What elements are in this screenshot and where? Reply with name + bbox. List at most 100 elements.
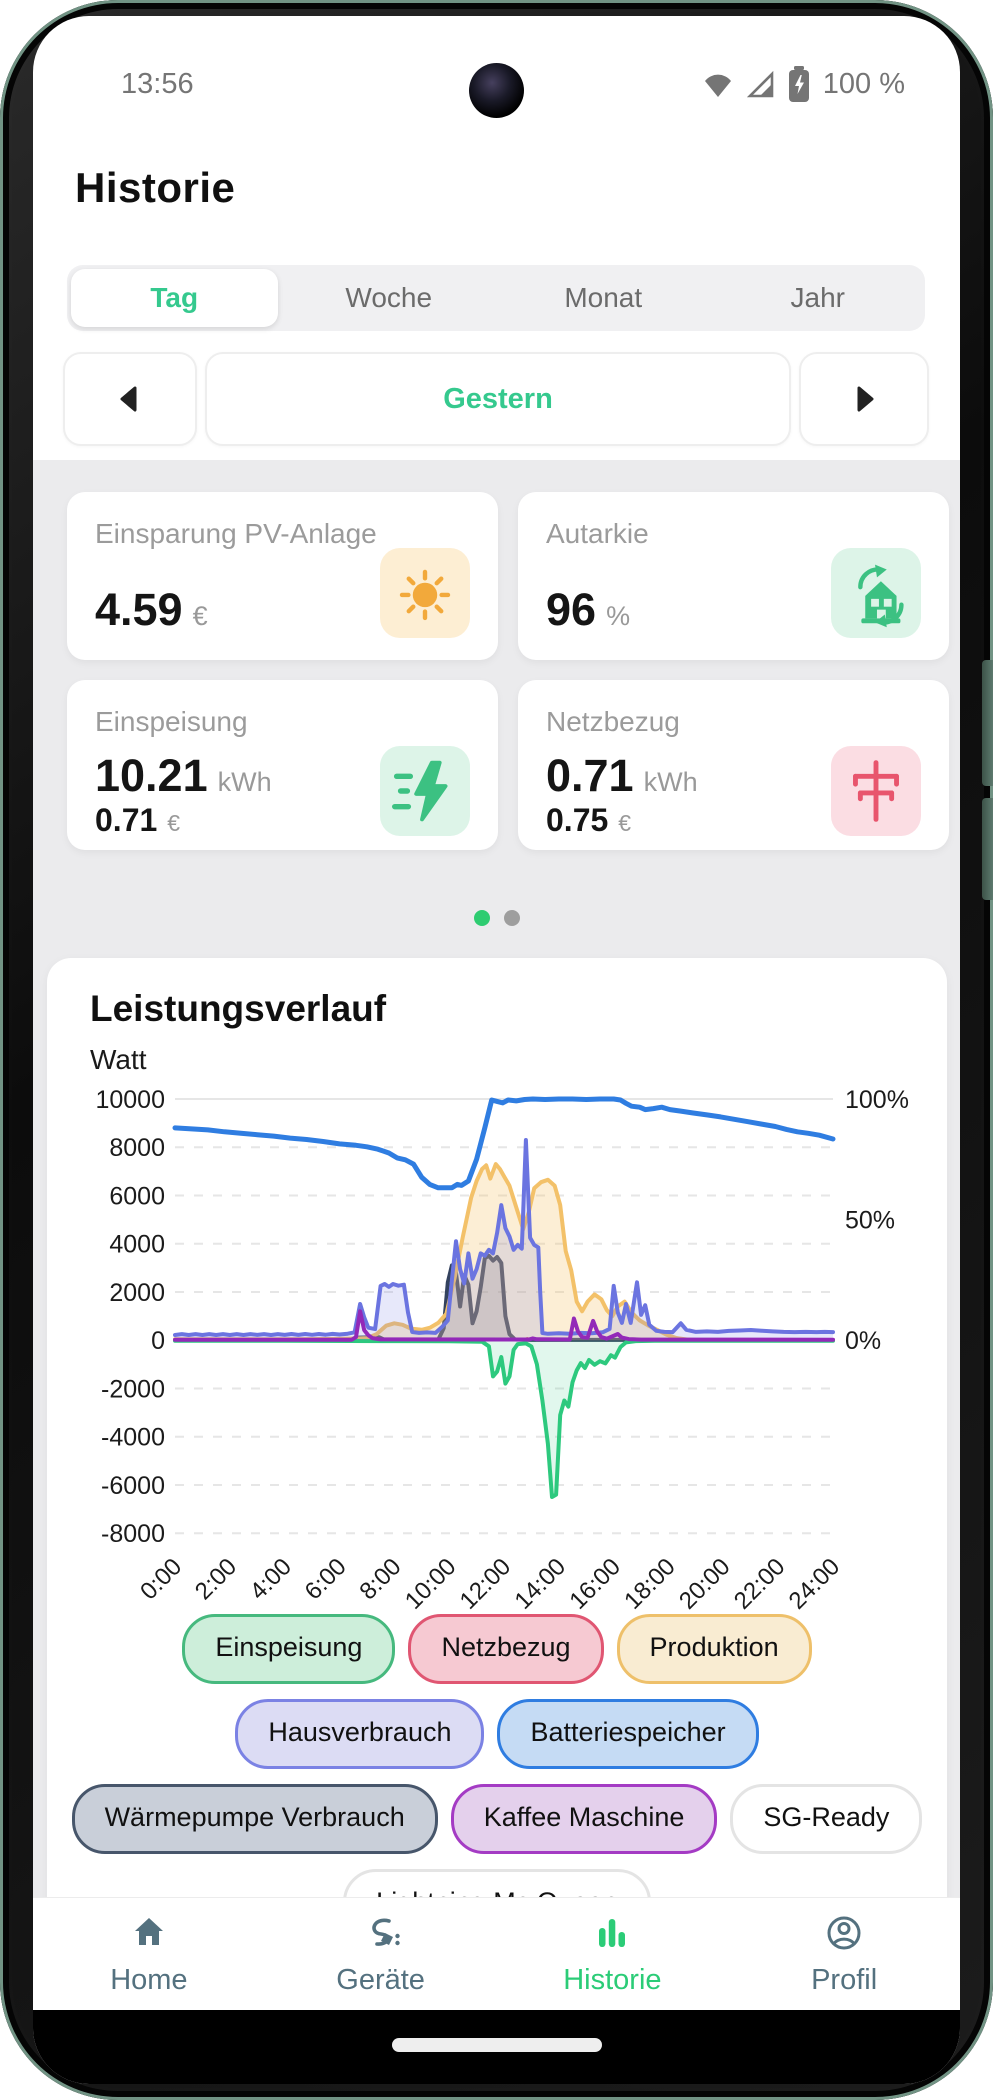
svg-text:0:00: 0:00 [135,1553,187,1605]
svg-text:2:00: 2:00 [190,1553,242,1605]
legend-chip-kaffee-maschine[interactable]: Kaffee Maschine [450,1784,718,1854]
stat-card-label: Netzbezug [546,706,680,737]
chart-title: Leistungsverlauf [90,988,387,1029]
power-button [982,798,993,900]
phone-screen: 13:56 100 % Historie Tag Woche Monat Jahr G… [33,16,960,2084]
svg-text:100%: 100% [845,1086,909,1114]
stat-card-value: 0.71 [546,750,634,801]
legend-chip-sg-ready[interactable]: SG-Ready [730,1784,923,1854]
front-camera [469,63,524,118]
svg-text:16:00: 16:00 [564,1553,626,1614]
svg-text:20:00: 20:00 [674,1553,736,1614]
stat-card-autarkie[interactable]: Autarkie 96% [518,492,949,660]
bar-chart-icon [592,1913,632,1958]
stat-card-value-row: 96% [546,584,630,636]
svg-text:8000: 8000 [109,1134,165,1162]
nav-item-historie[interactable]: Historie [497,1898,729,2011]
arrow-right-icon [857,386,874,412]
svg-text:4:00: 4:00 [245,1553,297,1605]
stat-card-value2: 0.75 [546,802,609,838]
stat-card-unit: kWh [643,767,698,797]
svg-text:-8000: -8000 [101,1520,165,1548]
svg-text:12:00: 12:00 [455,1553,517,1614]
cellular-icon [746,70,774,98]
svg-text:10:00: 10:00 [400,1553,462,1614]
chart-unit-label: Watt [90,1044,147,1075]
stat-card-value: 4.59 [95,584,183,635]
svg-text:4000: 4000 [109,1231,165,1259]
pager-dots [33,910,960,926]
gesture-bar [33,2010,960,2084]
home-indicator[interactable] [391,2038,602,2052]
svg-text:-6000: -6000 [101,1472,165,1500]
pager-dot-0[interactable] [473,910,490,926]
svg-text:0: 0 [151,1327,165,1355]
stat-card-einspeisung[interactable]: Einspeisung 10.21 kWh 0.71 € [67,680,498,850]
legend-chip-hausverbrauch[interactable]: Hausverbrauch [235,1699,485,1769]
stat-card-value2-row: 0.75 € [546,802,631,839]
legend-row: Wärmepumpe Verbrauch Kaffee Maschine SG-Re… [47,1784,947,1854]
stat-card-unit2: € [167,810,181,836]
plug-icon [361,1913,401,1958]
stat-card-value: 96 [546,584,597,635]
legend-chip-w-rmepumpe-verbrauch[interactable]: Wärmepumpe Verbrauch [71,1784,438,1854]
legend-row: Einspeisung Netzbezug Produktion [47,1614,947,1684]
wifi-icon [704,74,731,97]
status-bar: 13:56 100 % [33,56,960,112]
stat-card-value-row: 10.21 kWh [95,750,272,802]
svg-text:0%: 0% [845,1327,881,1355]
pager-dot-1[interactable] [503,910,520,926]
nav-item-label: Home [110,1963,188,1996]
tab-woche[interactable]: Woche [345,282,433,313]
svg-text:10000: 10000 [95,1086,165,1114]
stat-card-unit: kWh [217,767,272,797]
tab-jahr[interactable]: Jahr [790,282,845,313]
bottom-navbar: Home Geräte Historie Profil [33,1897,960,2011]
stat-card-unit: € [192,601,208,631]
stat-card-unit2: € [618,810,632,836]
nav-item-label: Profil [811,1963,878,1996]
stat-card-value2-row: 0.71 € [95,802,180,839]
svg-text:18:00: 18:00 [619,1553,681,1614]
chart-legend: Einspeisung Netzbezug Produktion Hausverbra… [47,1614,947,1939]
home-icon [129,1913,169,1958]
nav-item-profil[interactable]: Profil [728,1898,960,2011]
svg-text:-4000: -4000 [101,1424,165,1452]
stat-card-value-row: 0.71 kWh [546,750,698,802]
tab-tag[interactable]: Tag [71,269,278,327]
status-time: 13:56 [121,67,194,100]
svg-text:22:00: 22:00 [729,1553,791,1614]
date-label-button[interactable]: Gestern [205,352,791,446]
svg-text:8:00: 8:00 [354,1553,406,1605]
svg-text:6000: 6000 [109,1182,165,1210]
legend-chip-einspeisung[interactable]: Einspeisung [182,1614,396,1684]
svg-text:-2000: -2000 [101,1375,165,1403]
stat-card-value-row: 4.59 € [95,584,208,636]
stat-card-label: Einsparung PV-Anlage [95,518,377,549]
stat-card-value: 10.21 [95,750,208,801]
stat-cards: Einsparung PV-Anlage 4.59 € Autarkie 96% Eins… [67,492,949,850]
page-title: Historie [75,164,236,211]
svg-text:2000: 2000 [109,1279,165,1307]
nav-item-ger-te[interactable]: Geräte [265,1898,497,2011]
tab-monat[interactable]: Monat [564,282,643,313]
legend-row: Hausverbrauch Batteriespeicher [47,1699,947,1769]
date-label: Gestern [443,382,553,415]
period-tabbar: Tag Woche Monat Jahr [67,265,925,331]
next-day-button[interactable] [799,352,929,446]
power-pole-icon [831,746,921,836]
status-icons: 100 % [702,65,905,103]
legend-chip-batteriespeicher[interactable]: Batteriespeicher [497,1699,759,1769]
stat-card-einsparung-pv-anlage[interactable]: Einsparung PV-Anlage 4.59 € [67,492,498,660]
prev-day-button[interactable] [63,352,197,446]
legend-chip-netzbezug[interactable]: Netzbezug [408,1614,604,1684]
legend-chip-produktion[interactable]: Produktion [616,1614,812,1684]
nav-item-home[interactable]: Home [33,1898,265,2011]
svg-text:50%: 50% [845,1207,895,1235]
leistungsverlauf-chart: 10000 8000 6000 4000 2000 0 -2000 -4000 -6000 -80… [95,1086,909,1614]
stat-card-netzbezug[interactable]: Netzbezug 0.71 kWh 0.75 € [518,680,949,850]
chart-card: Leistungsverlauf Watt 10000 8000 6000 4000 2… [47,958,947,1939]
svg-text:6:00: 6:00 [300,1553,352,1605]
sun-icon [380,548,470,638]
